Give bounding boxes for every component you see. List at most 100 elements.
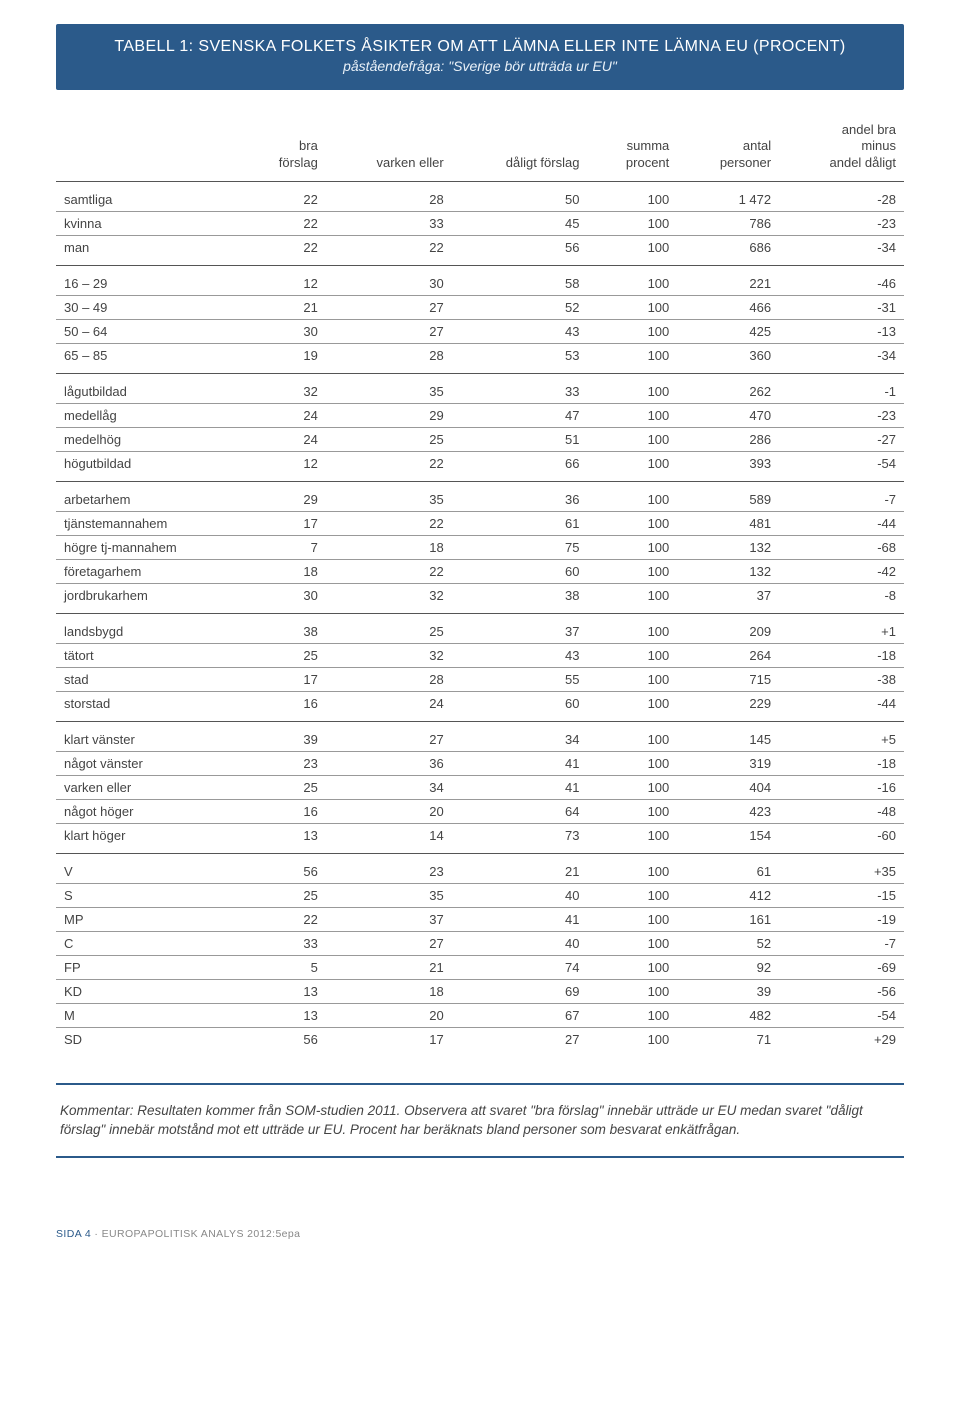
cell: 423 <box>677 799 779 823</box>
cell: 27 <box>326 319 452 343</box>
cell: 466 <box>677 295 779 319</box>
cell: +29 <box>779 1027 904 1057</box>
cell: 360 <box>677 343 779 373</box>
cell: 16 <box>243 799 326 823</box>
cell: 425 <box>677 319 779 343</box>
cell: 67 <box>452 1003 588 1027</box>
cell: -44 <box>779 511 904 535</box>
cell: -27 <box>779 427 904 451</box>
cell: 7 <box>243 535 326 559</box>
cell: 100 <box>587 823 677 853</box>
cell: 71 <box>677 1027 779 1057</box>
cell: 22 <box>243 907 326 931</box>
comment-text: Resultaten kommer från SOM-studien 2011.… <box>60 1103 863 1138</box>
cell: 481 <box>677 511 779 535</box>
cell: 36 <box>326 751 452 775</box>
cell: 23 <box>326 853 452 883</box>
table-row: 65 – 85192853100360-34 <box>56 343 904 373</box>
cell: 145 <box>677 721 779 751</box>
cell: 35 <box>326 481 452 511</box>
cell: 12 <box>243 451 326 481</box>
row-label: 16 – 29 <box>56 265 243 295</box>
col-header: antalpersoner <box>677 118 779 181</box>
table-row: något vänster233641100319-18 <box>56 751 904 775</box>
cell: 36 <box>452 481 588 511</box>
row-label: S <box>56 883 243 907</box>
cell: 38 <box>452 583 588 613</box>
table-row: tjänstemannahem172261100481-44 <box>56 511 904 535</box>
table-row: medellåg242947100470-23 <box>56 403 904 427</box>
table-row: jordbrukarhem30323810037-8 <box>56 583 904 613</box>
cell: 686 <box>677 235 779 265</box>
cell: 52 <box>452 295 588 319</box>
cell: 27 <box>326 295 452 319</box>
table-row: KD13186910039-56 <box>56 979 904 1003</box>
cell: 18 <box>326 979 452 1003</box>
cell: 25 <box>243 883 326 907</box>
row-label: tätort <box>56 643 243 667</box>
cell: 12 <box>243 265 326 295</box>
data-table: braförslagvarken ellerdåligt förslagsumm… <box>56 118 904 1057</box>
cell: -16 <box>779 775 904 799</box>
cell: 30 <box>326 265 452 295</box>
cell: -44 <box>779 691 904 721</box>
cell: 39 <box>677 979 779 1003</box>
cell: 715 <box>677 667 779 691</box>
cell: 100 <box>587 265 677 295</box>
row-label: företagarhem <box>56 559 243 583</box>
cell: 60 <box>452 559 588 583</box>
cell: 25 <box>326 613 452 643</box>
cell: 33 <box>326 211 452 235</box>
cell: -54 <box>779 1003 904 1027</box>
cell: 61 <box>452 511 588 535</box>
cell: 40 <box>452 883 588 907</box>
cell: -1 <box>779 373 904 403</box>
cell: 786 <box>677 211 779 235</box>
cell: 21 <box>243 295 326 319</box>
row-label: arbetarhem <box>56 481 243 511</box>
row-label: högre tj-mannahem <box>56 535 243 559</box>
table-row: företagarhem182260100132-42 <box>56 559 904 583</box>
cell: 22 <box>243 181 326 211</box>
cell: 13 <box>243 1003 326 1027</box>
footer-page: SIDA 4 <box>56 1228 91 1240</box>
cell: -23 <box>779 403 904 427</box>
table-row: C33274010052-7 <box>56 931 904 955</box>
cell: 28 <box>326 343 452 373</box>
cell: -54 <box>779 451 904 481</box>
cell: 100 <box>587 979 677 1003</box>
cell: 100 <box>587 1003 677 1027</box>
cell: 74 <box>452 955 588 979</box>
cell: -60 <box>779 823 904 853</box>
cell: -42 <box>779 559 904 583</box>
row-label: 65 – 85 <box>56 343 243 373</box>
cell: 100 <box>587 583 677 613</box>
cell: 64 <box>452 799 588 823</box>
cell: 100 <box>587 775 677 799</box>
cell: 27 <box>452 1027 588 1057</box>
cell: 43 <box>452 643 588 667</box>
col-header: dåligt förslag <box>452 118 588 181</box>
cell: 33 <box>243 931 326 955</box>
cell: 100 <box>587 907 677 931</box>
cell: 56 <box>243 1027 326 1057</box>
cell: 100 <box>587 211 677 235</box>
table-row: högre tj-mannahem71875100132-68 <box>56 535 904 559</box>
cell: -19 <box>779 907 904 931</box>
cell: 100 <box>587 883 677 907</box>
table-row: man222256100686-34 <box>56 235 904 265</box>
comment-block: Kommentar: Resultaten kommer från SOM-st… <box>56 1083 904 1158</box>
cell: -15 <box>779 883 904 907</box>
cell: 25 <box>243 775 326 799</box>
cell: -68 <box>779 535 904 559</box>
cell: 100 <box>587 643 677 667</box>
cell: -48 <box>779 799 904 823</box>
cell: 66 <box>452 451 588 481</box>
cell: 22 <box>243 235 326 265</box>
cell: 14 <box>326 823 452 853</box>
cell: 25 <box>243 643 326 667</box>
table-row: medelhög242551100286-27 <box>56 427 904 451</box>
cell: 47 <box>452 403 588 427</box>
cell: 229 <box>677 691 779 721</box>
cell: 100 <box>587 799 677 823</box>
